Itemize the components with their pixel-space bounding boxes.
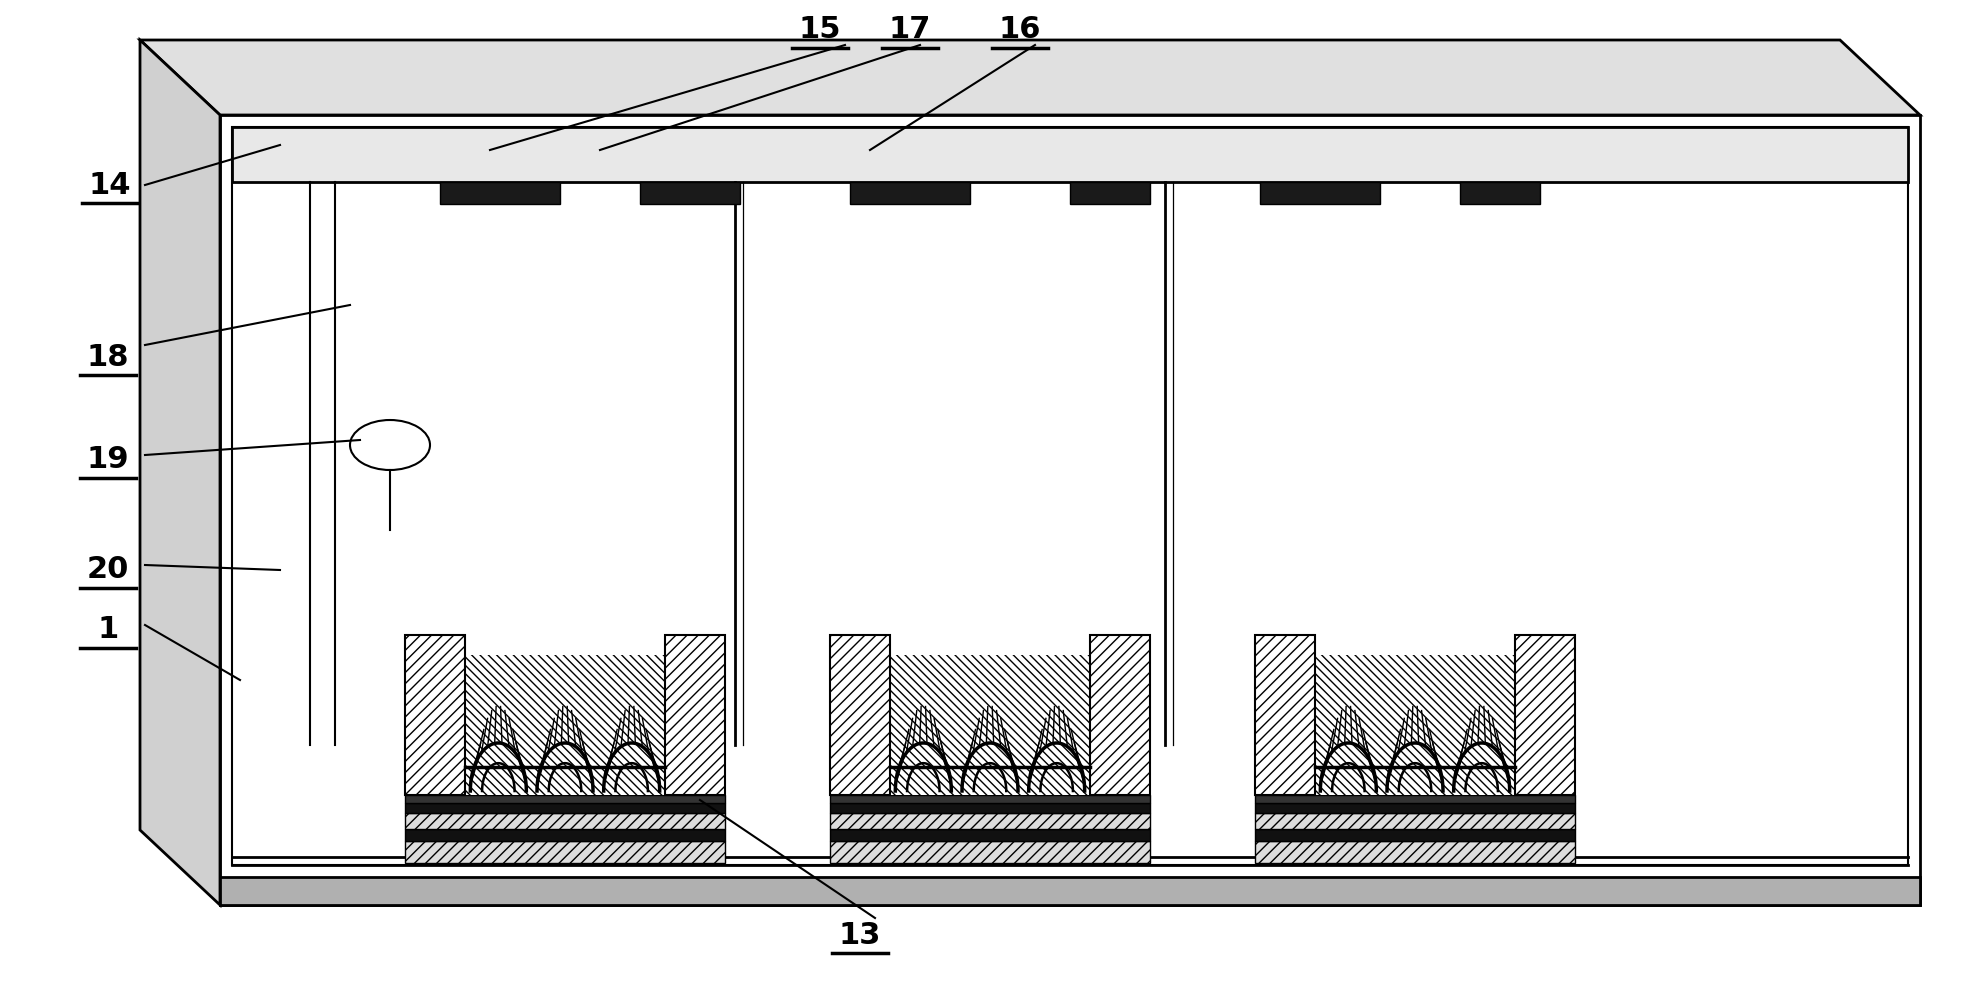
Polygon shape [1091,635,1150,795]
Polygon shape [1315,655,1515,795]
Polygon shape [406,841,725,863]
Polygon shape [465,655,665,795]
Polygon shape [1255,795,1574,803]
Polygon shape [406,829,725,841]
Polygon shape [141,40,220,905]
Polygon shape [406,635,465,795]
Polygon shape [232,127,1909,865]
Polygon shape [830,803,1150,813]
Polygon shape [1515,635,1574,795]
Text: 16: 16 [998,16,1041,44]
Polygon shape [232,127,1909,182]
Polygon shape [640,182,741,204]
Polygon shape [1255,635,1315,795]
Polygon shape [1255,829,1574,841]
Polygon shape [141,40,1921,115]
Ellipse shape [350,420,430,470]
Polygon shape [849,182,970,204]
Text: 20: 20 [87,556,129,584]
Polygon shape [830,635,889,795]
Polygon shape [1459,182,1540,204]
Polygon shape [830,829,1150,841]
Polygon shape [830,841,1150,863]
Text: 14: 14 [89,170,131,200]
Polygon shape [440,182,560,204]
Text: 13: 13 [840,921,881,950]
Polygon shape [1255,813,1574,829]
Polygon shape [1255,803,1574,813]
Text: 17: 17 [889,16,931,44]
Polygon shape [406,803,725,813]
Text: 19: 19 [87,445,129,475]
Polygon shape [1069,182,1150,204]
Polygon shape [665,635,725,795]
Text: 1: 1 [97,616,119,644]
Polygon shape [406,813,725,829]
Polygon shape [220,115,1921,905]
Text: 15: 15 [798,16,842,44]
Polygon shape [1259,182,1380,204]
Text: 18: 18 [87,343,129,371]
Polygon shape [1255,841,1574,863]
Polygon shape [220,877,1921,905]
Polygon shape [830,813,1150,829]
Polygon shape [830,795,1150,803]
Polygon shape [889,655,1091,795]
Polygon shape [406,795,725,803]
